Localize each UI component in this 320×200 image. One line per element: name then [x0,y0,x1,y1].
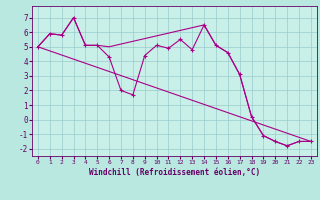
X-axis label: Windchill (Refroidissement éolien,°C): Windchill (Refroidissement éolien,°C) [89,168,260,177]
